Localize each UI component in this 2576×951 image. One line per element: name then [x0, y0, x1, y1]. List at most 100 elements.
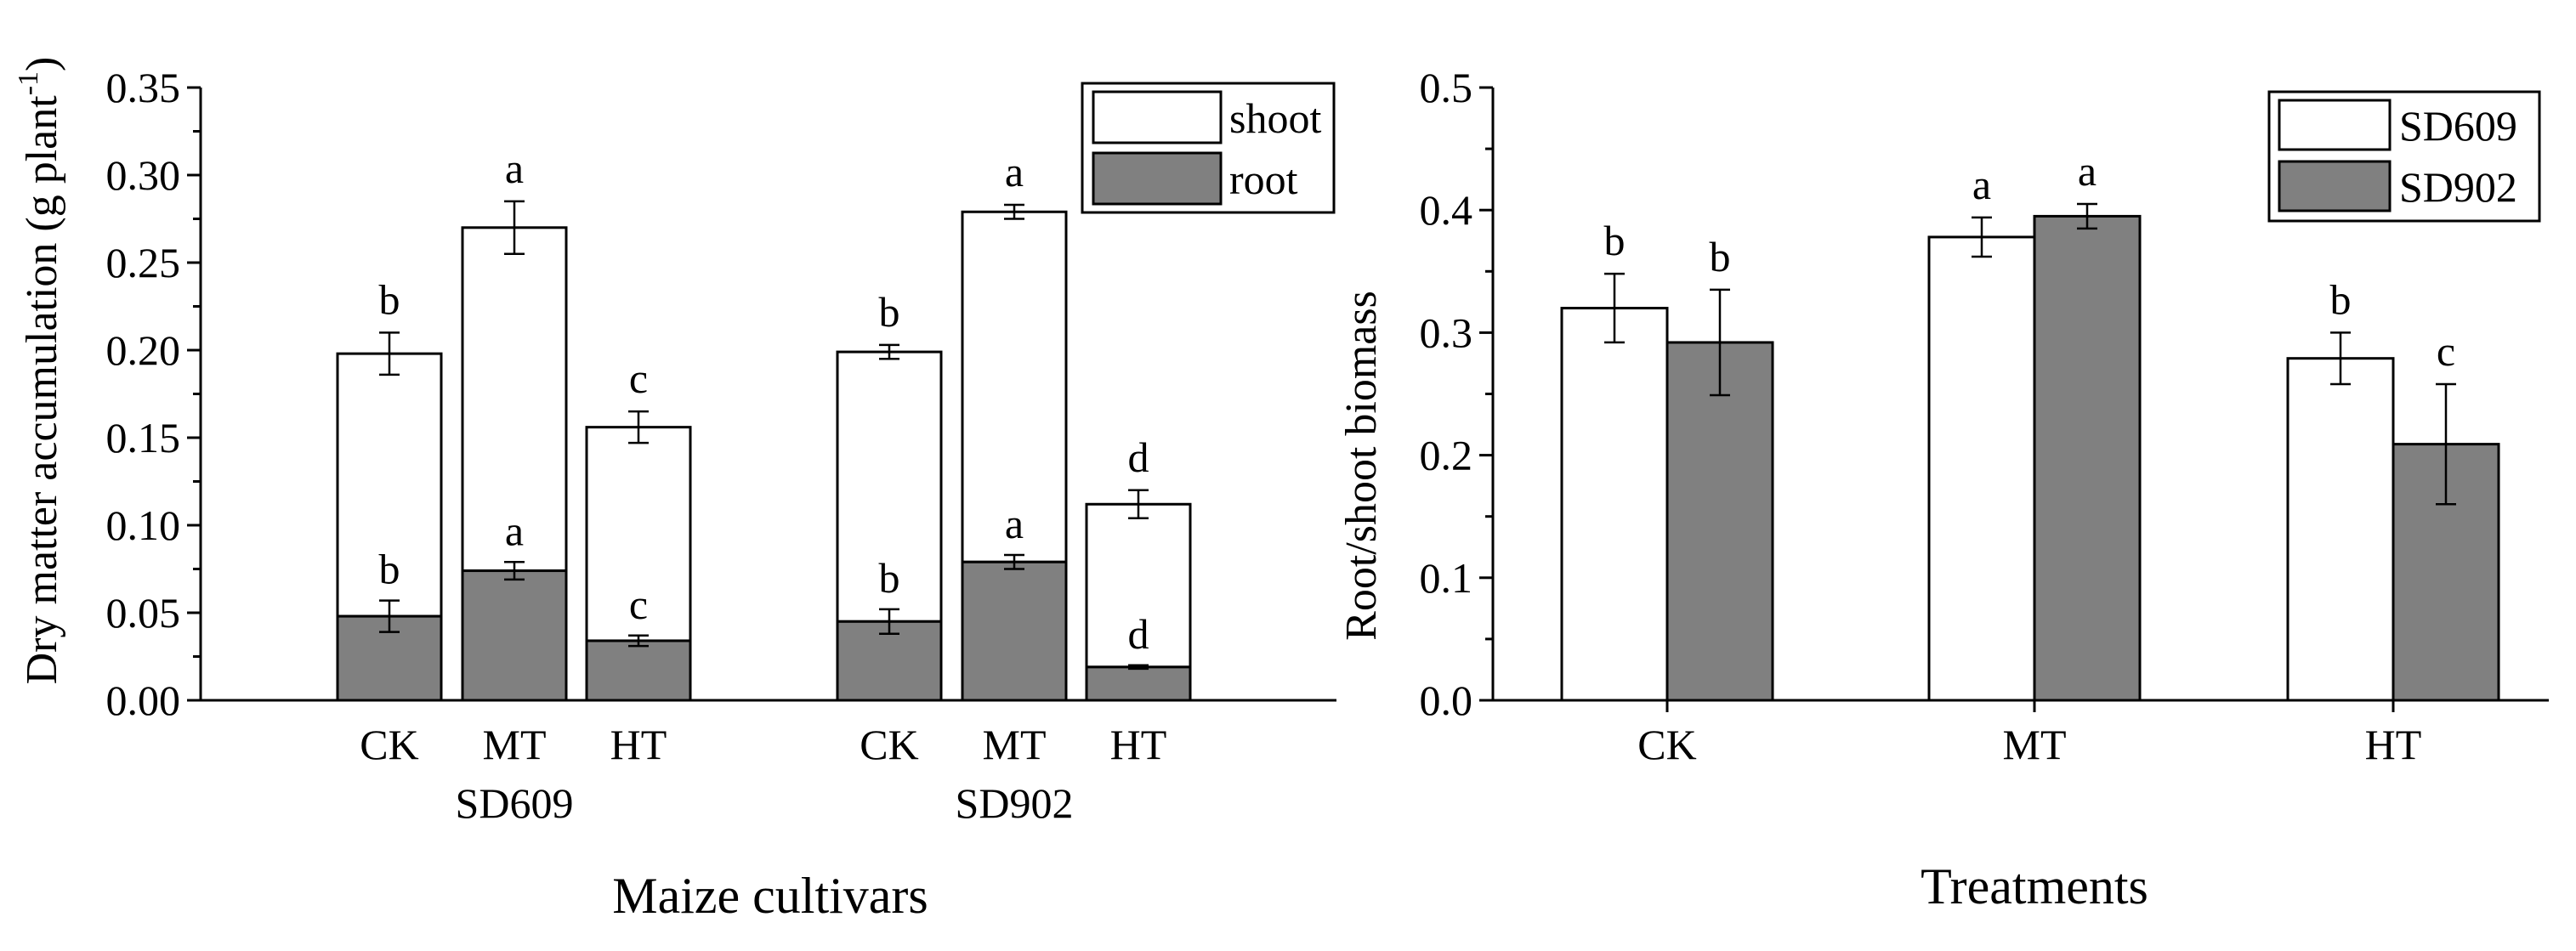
c1-letter-total: b [379, 275, 400, 323]
c1-error-bar-total-sd609-mt [504, 200, 525, 255]
c1-y-tick-label: 0.00 [106, 676, 181, 724]
c1-legend: shoot root [1081, 82, 1336, 214]
c2-legend-label-sd609: SD609 [2399, 102, 2517, 150]
c2-category-label: MT [2003, 721, 2067, 768]
c2-y-tick-label: 0.4 [1420, 186, 1473, 234]
c2-y-axis-title: Root/shoot biomass [1337, 291, 1386, 641]
c2-letter: b [1604, 217, 1626, 264]
c1-y-tick-label: 0.20 [106, 326, 181, 374]
c1-y-tick-label: 0.35 [106, 64, 181, 111]
c1-category-label: MT [983, 721, 1047, 768]
c2-category-label: HT [2365, 721, 2422, 768]
c1-x-axis-title: Maize cultivars [612, 868, 928, 924]
c1-error-bar-root-sd609-mt [504, 561, 525, 581]
c2-y-tick-label: 0.5 [1420, 64, 1473, 111]
c1-bar-root-sd609-mt [461, 569, 568, 702]
c1-bar-root-sd902-ht [1085, 665, 1192, 702]
c2-y-tick-label: 0.3 [1420, 309, 1473, 356]
c1-error-bar-root-sd902-ck [879, 608, 899, 635]
c1-letter-total: a [1005, 148, 1024, 195]
c2-error-bar-sd902-ht [2436, 382, 2456, 506]
c1-category-label: HT [1110, 721, 1167, 768]
c2-letter: c [2437, 327, 2455, 375]
c1-letter-root: b [379, 546, 400, 593]
c1-bar-root-sd609-ht [585, 639, 692, 702]
c1-letter-root: a [1005, 500, 1024, 547]
c1-y-axis-ticks: 0.00 0.05 0.10 0.15 0.20 0.25 0.30 0.35 [106, 64, 201, 724]
c1-letter-total: b [879, 288, 900, 336]
c1-error-bar-root-sd902-mt [1004, 553, 1024, 570]
c1-legend-label-shoot: shoot [1229, 94, 1321, 142]
c1-error-bar-total-sd609-ck [379, 331, 400, 376]
c2-error-bar-sd609-ht [2330, 331, 2351, 386]
c1-error-bar-root-sd609-ht [628, 634, 649, 648]
c2-bar-sd902-ck [1665, 341, 1774, 702]
c1-bar-shoot-sd902-ht [1085, 502, 1192, 669]
c1-group-label: SD902 [956, 779, 1074, 827]
c1-bar-shoot-sd902-mt [961, 210, 1068, 563]
c1-y-tick-label: 0.10 [106, 501, 181, 549]
c2-legend-label-sd902: SD902 [2399, 163, 2517, 211]
c1-error-bar-total-sd902-mt [1004, 203, 1024, 220]
c1-category-label: CK [860, 721, 918, 768]
c1-category-label: CK [360, 721, 418, 768]
c1-error-bar-total-sd902-ck [879, 343, 899, 360]
c2-y-axis-ticks: 0.0 0.1 0.2 0.3 0.4 0.5 [1420, 64, 1493, 724]
c1-bar-shoot-sd609-ck [336, 352, 443, 618]
c1-y-axis-title: Dry matter accumulation (g plant-1) [13, 57, 66, 685]
c2-bar-sd609-mt [1927, 235, 2036, 702]
c1-letter-total: c [629, 354, 648, 402]
c1-bar-root-sd902-mt [961, 560, 1068, 702]
c2-letter: a [1972, 161, 1991, 208]
c1-category-labels: CK MT HT SD609 CK MT HT SD902 [360, 721, 1166, 827]
c1-letter-total: d [1128, 433, 1149, 481]
c2-bars: b b a a b c [1560, 147, 2500, 702]
c1-legend-swatch-shoot [1092, 90, 1223, 144]
c1-letter-total: a [505, 144, 524, 192]
c1-y-tick-label: 0.30 [106, 151, 181, 199]
c2-letter: b [1710, 233, 1731, 280]
dry-matter-chart: 0.000.050.100.150.200.250.300.35 bbaaccb… [13, 57, 1336, 924]
c2-error-bar-sd902-mt [2077, 202, 2097, 230]
c2-y-tick-label: 0.2 [1420, 432, 1473, 479]
c2-bar-sd902-mt [2033, 214, 2142, 702]
c2-x-axis-title: Treatments [1921, 858, 2148, 914]
c1-y-tick-label: 0.25 [106, 239, 181, 286]
c1-axes [199, 88, 1336, 702]
c2-y-tick-label: 0.0 [1420, 676, 1473, 724]
c2-bar-sd609-ck [1560, 307, 1669, 702]
c1-error-bar-total-sd609-ht [628, 410, 649, 444]
c1-bar-shoot-sd609-ht [585, 426, 692, 642]
c2-legend-swatch-sd609 [2278, 99, 2392, 151]
c1-group-label: SD609 [456, 779, 574, 827]
c1-letter-root: a [505, 507, 524, 554]
c1-letter-root: c [629, 580, 648, 628]
c2-legend: SD609 SD902 [2267, 90, 2541, 223]
c2-legend-swatch-sd902 [2278, 160, 2392, 212]
c1-error-bar-root-sd609-ck [379, 599, 400, 633]
c1-category-label: HT [610, 721, 667, 768]
c1-category-label: MT [483, 721, 547, 768]
c1-error-bar-root-sd902-ht [1128, 664, 1149, 671]
c2-category-labels: CK MT HT [1637, 721, 2421, 768]
c2-error-bar-sd609-mt [1972, 216, 1992, 258]
c2-letter: a [2078, 147, 2097, 195]
c1-legend-swatch-root [1092, 151, 1223, 206]
c2-category-label: CK [1637, 721, 1696, 768]
c2-error-bar-sd902-ck [1710, 288, 1730, 397]
c1-error-bar-total-sd902-ht [1128, 489, 1149, 520]
c2-y-tick-label: 0.1 [1420, 554, 1473, 602]
c1-letter-root: d [1128, 610, 1149, 658]
c1-y-tick-label: 0.15 [106, 414, 181, 461]
c1-legend-label-root: root [1229, 156, 1298, 203]
c2-bar-sd609-ht [2286, 357, 2395, 702]
c1-bars: b b a a c c b b a a d d [336, 144, 1192, 702]
c2-axes [1491, 88, 2549, 712]
c1-bar-shoot-sd902-ck [836, 350, 943, 623]
c2-error-bar-sd609-ck [1604, 272, 1625, 344]
root-shoot-ratio-chart: 0.0 0.1 0.2 0.3 0.4 0.5 b b a a b c CK MT HT Root/sh… [1337, 64, 2549, 914]
c1-y-tick-label: 0.05 [106, 589, 181, 637]
c1-letter-root: b [879, 554, 900, 602]
c2-letter: b [2330, 275, 2352, 323]
